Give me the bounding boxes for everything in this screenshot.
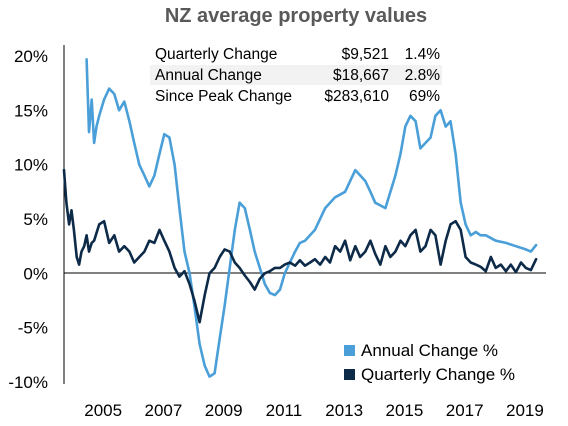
y-tick-label: 10%: [14, 156, 48, 175]
quarterly-change-line: [62, 168, 538, 324]
y-tick-label: 20%: [14, 47, 48, 66]
x-tick-label: 2017: [446, 401, 484, 420]
x-tick-label: 2019: [506, 401, 544, 420]
stat-label: Quarterly Change: [155, 46, 277, 63]
stat-row-highlight: [150, 65, 442, 85]
legend: Annual Change % Quarterly Change %: [344, 341, 515, 384]
stat-label: Since Peak Change: [155, 88, 292, 105]
x-tick-label: 2013: [325, 401, 363, 420]
y-tick-label: 5%: [23, 210, 48, 229]
x-axis-ticks: 2005 2007 2009 2011 2013 2015 2017 2019: [84, 401, 544, 420]
x-tick-label: 2015: [385, 401, 423, 420]
legend-swatch: [344, 369, 355, 380]
legend-swatch: [344, 345, 355, 356]
x-tick-label: 2011: [266, 401, 303, 420]
stat-value: $9,521: [342, 46, 389, 63]
x-tick-label: 2005: [84, 401, 122, 420]
stat-value: $18,667: [333, 67, 389, 84]
x-tick-label: 2009: [205, 401, 243, 420]
x-tick-label: 2007: [144, 401, 182, 420]
y-tick-label: 0%: [23, 264, 48, 283]
y-axis-ticks: 20% 15% 10% 5% 0% -5% -10%: [8, 47, 48, 392]
series-lines: [62, 58, 538, 378]
y-tick-label: -5%: [18, 319, 48, 338]
legend-label: Annual Change %: [361, 341, 498, 360]
plot-area: [63, 45, 546, 384]
stat-pct: 1.4%: [405, 46, 441, 63]
stat-pct: 69%: [409, 88, 440, 105]
annual-change-line: [85, 58, 538, 378]
stat-label: Annual Change: [155, 67, 262, 84]
legend-label: Quarterly Change %: [361, 365, 515, 384]
y-tick-label: -10%: [8, 373, 48, 392]
stats-table: Quarterly Change $9,521 1.4% Annual Change $…: [150, 46, 442, 105]
stat-pct: 2.8%: [405, 67, 441, 84]
stat-value: $283,610: [324, 88, 389, 105]
chart-title: NZ average property values: [165, 5, 427, 27]
y-tick-label: 15%: [14, 101, 48, 120]
